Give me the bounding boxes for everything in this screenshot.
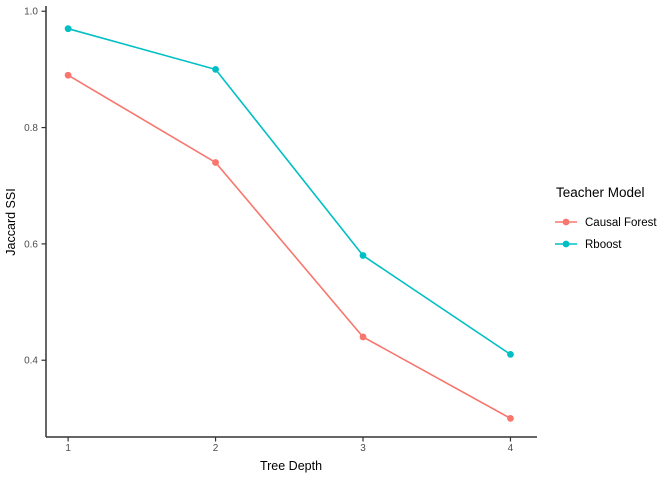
x-tick-label: 2 <box>213 443 219 454</box>
legend-label-causal-forest: Causal Forest <box>585 217 657 229</box>
x-tick-label: 4 <box>508 443 514 454</box>
series-line-causal-forest <box>67 74 511 420</box>
data-point-causal-forest <box>507 414 514 422</box>
legend-title: Teacher Model <box>556 185 645 200</box>
data-point-causal-forest <box>359 333 367 341</box>
x-axis-title: Tree Depth <box>260 459 322 473</box>
legend-label-rboost: Rboost <box>585 239 622 251</box>
series-layer <box>64 25 514 422</box>
x-tick-label: 1 <box>65 443 71 454</box>
legend-key-point-causal-forest <box>562 218 570 226</box>
data-point-rboost <box>64 25 72 33</box>
y-tick-label: 0.8 <box>24 123 38 134</box>
data-point-causal-forest <box>212 159 219 166</box>
axes <box>45 6 537 438</box>
data-point-rboost <box>359 252 367 259</box>
y-tick-label: 1.0 <box>24 7 38 18</box>
data-point-causal-forest <box>64 71 72 79</box>
y-axis-title: Jaccard SSI <box>4 188 18 255</box>
axis-ticks: 0.4 0.6 0.8 1.0 1 2 3 4 <box>24 7 514 454</box>
legend: Teacher Model Causal Forest Rboost <box>555 185 657 251</box>
x-tick-label: 3 <box>360 443 366 454</box>
data-point-rboost <box>212 65 219 73</box>
y-tick-label: 0.4 <box>24 356 38 367</box>
y-tick-label: 0.6 <box>24 239 38 250</box>
series-line-rboost <box>67 27 511 356</box>
legend-key-point-rboost <box>562 240 570 248</box>
data-point-rboost <box>507 351 514 358</box>
